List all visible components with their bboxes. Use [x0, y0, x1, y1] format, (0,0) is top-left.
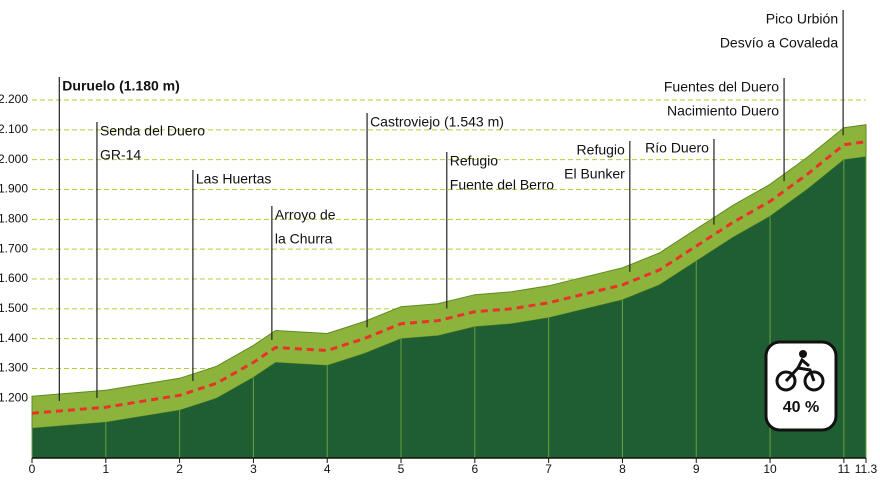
y-tick-label: 2.000: [0, 152, 28, 166]
x-tick-label: 6: [471, 462, 478, 476]
y-tick-label: 2.200: [0, 92, 28, 106]
x-tick-label: 9: [693, 462, 700, 476]
rider-head: [799, 350, 807, 358]
y-tick-label: 1.200: [0, 391, 28, 405]
annotation-label: Fuente del Berro: [450, 177, 554, 193]
y-tick-label: 1.800: [0, 212, 28, 226]
x-tick-label: 1: [102, 462, 109, 476]
x-tick-label: 10: [763, 462, 777, 476]
annotation-label: Refugio: [577, 142, 625, 158]
annotation-label: Fuentes del Duero: [664, 79, 779, 95]
annotation-label: Arroyo de: [275, 207, 336, 223]
annotation-label: Desvío a Covaleda: [720, 35, 839, 51]
chart: 1.200 1.300 1.400 1.500 1.600 1.700 1.800 1.900…: [0, 0, 880, 484]
annotation-label: Senda del Duero: [100, 123, 205, 139]
y-tick-label: 1.600: [0, 271, 28, 285]
x-tick-label: 8: [619, 462, 626, 476]
badge: 40 %: [766, 342, 836, 430]
annotation-label: Castroviejo (1.543 m): [370, 114, 504, 130]
annotation-label: Duruelo (1.180 m): [62, 78, 179, 94]
y-tick-label: 1.500: [0, 301, 28, 315]
y-tick-label: 1.700: [0, 241, 28, 255]
x-tick-label: 3: [250, 462, 257, 476]
x-tick-label: 4: [324, 462, 331, 476]
x-tick-label: 7: [545, 462, 552, 476]
annotation-label: Las Huertas: [196, 171, 271, 187]
y-tick-label: 1.400: [0, 331, 28, 345]
annotation-label: la Churra: [275, 231, 333, 247]
badge-label: 40 %: [783, 399, 819, 416]
y-tick-label: 1.900: [0, 182, 28, 196]
x-tick-label: 11.3: [855, 462, 878, 476]
x-tick-label: 11: [838, 462, 851, 476]
annotation-label: GR-14: [100, 147, 141, 163]
annotation-label: Pico Urbión: [766, 11, 838, 27]
annotation-label: Refugio: [450, 153, 498, 169]
annotation-label: Nacimiento Duero: [667, 103, 779, 119]
y-tick-label: 2.100: [0, 122, 28, 136]
y-tick-label: 1.300: [0, 361, 28, 375]
annotation-label: El Bunker: [564, 166, 625, 182]
x-tick-label: 5: [398, 462, 405, 476]
x-tick-label: 2: [176, 462, 183, 476]
annotation-label: Río Duero: [645, 140, 709, 156]
x-tick-label: 0: [29, 462, 36, 476]
